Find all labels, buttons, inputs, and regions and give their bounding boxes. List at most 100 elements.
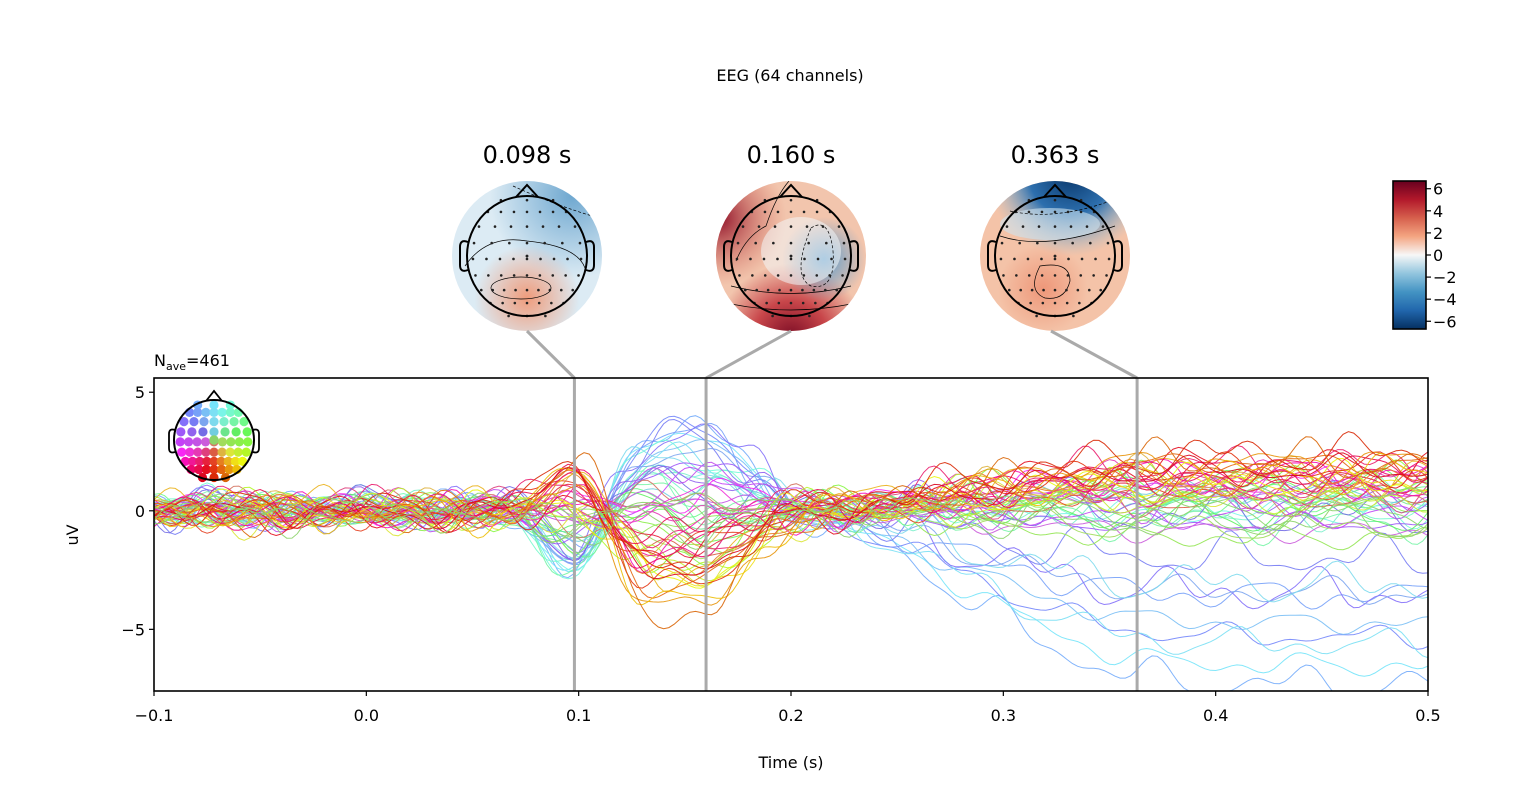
topomap-sensor <box>498 257 502 261</box>
topomap-sensor <box>550 301 553 305</box>
topomap-sensor <box>1040 210 1044 214</box>
nose-icon <box>515 183 539 198</box>
colorbar-tick-label: −6 <box>1433 312 1457 331</box>
topomap-sensor <box>1021 225 1025 228</box>
sensor-dot <box>192 437 202 447</box>
topomap-sensor <box>776 210 780 214</box>
topomap-sensor <box>544 314 547 318</box>
nose-icon <box>205 389 223 402</box>
topomap-sensor <box>548 288 552 292</box>
topomap-sensor <box>1036 241 1039 245</box>
topomap-sensor <box>777 301 781 305</box>
topomap-sensor <box>1053 210 1057 214</box>
topomap-sensor <box>1053 288 1057 292</box>
channel-trace <box>154 455 1428 545</box>
topomap-sensor <box>1037 225 1041 228</box>
head-outline <box>173 399 255 481</box>
left-ear-icon <box>459 240 469 272</box>
topomap-sensor <box>773 225 777 228</box>
topomap-sensor <box>803 257 806 261</box>
sensor-dot <box>202 456 212 466</box>
topomap-sensor <box>525 225 529 228</box>
topomap-sensor <box>1087 288 1091 292</box>
nave-value: =461 <box>186 351 230 370</box>
channel-trace <box>154 493 1428 537</box>
topomap-sensor <box>1099 288 1103 292</box>
topomap-sensor <box>762 257 766 261</box>
topomap-sensor <box>1040 274 1044 277</box>
topomap-sensor <box>789 225 793 228</box>
topomap-sensor <box>835 288 839 292</box>
sensor-dot <box>219 417 229 427</box>
topomap-sensor <box>1067 257 1070 261</box>
topomap-sensor <box>507 314 510 318</box>
topomap-sensor <box>1053 274 1057 277</box>
topomap: 0.363 s <box>980 141 1130 331</box>
contour-line <box>730 285 852 294</box>
sensor-dot <box>209 427 219 437</box>
right-ear-icon <box>1113 240 1123 272</box>
topomap-sensor <box>1072 314 1075 318</box>
channel-trace <box>154 451 1428 606</box>
sensor-dot <box>217 464 227 475</box>
contour-line <box>490 276 552 300</box>
topomap-sensor <box>566 257 569 261</box>
channel-trace <box>154 478 1428 539</box>
y-tick-label: −5 <box>121 620 145 639</box>
topomap-sensor <box>487 274 490 277</box>
sensor-dot <box>185 447 195 457</box>
sensor-dot <box>225 407 235 417</box>
topomap-sensor <box>502 288 506 292</box>
sensor-dot <box>241 447 251 457</box>
sensor-dot <box>180 456 190 466</box>
topomap-sensor <box>801 288 804 292</box>
topomap-sensor <box>789 241 793 245</box>
topomap-sensor <box>1066 210 1070 214</box>
topomap-sensor <box>525 301 529 305</box>
topomap-sensor <box>571 288 575 292</box>
topomap-sensor <box>1105 274 1108 277</box>
topomap-sensor <box>807 241 810 245</box>
topomap-sensor <box>741 225 745 228</box>
topomap-sensor <box>543 241 546 245</box>
sensor-dot <box>224 464 234 475</box>
topomap-sensor <box>1007 288 1011 292</box>
topomap-sensor <box>815 274 819 277</box>
x-tick-label: 0.4 <box>1203 706 1228 725</box>
colorbar-tick-label: −2 <box>1433 268 1457 287</box>
topomap-sensor <box>512 257 515 261</box>
topomap-sensor <box>805 225 809 228</box>
figure-suptitle: EEG (64 channels) <box>716 66 863 85</box>
x-tick-label: 0.3 <box>991 706 1016 725</box>
topomap-sensor <box>789 210 793 214</box>
topomap-sensor <box>1076 288 1080 292</box>
colorbar-gradient <box>1392 180 1427 330</box>
sensor-dot <box>229 417 239 427</box>
topomap-sensor <box>485 257 488 261</box>
left-ear-icon <box>987 240 997 272</box>
connector-line <box>705 329 792 380</box>
topomap-sensor <box>525 210 529 214</box>
topomap-sensor <box>815 210 819 214</box>
channel-trace <box>154 436 1428 630</box>
topomap-sensor <box>1000 241 1004 245</box>
topomap-sensor <box>736 241 740 245</box>
topomap-sensor <box>499 210 503 214</box>
topomap-sensor <box>1027 274 1031 277</box>
sensor-dot <box>187 427 197 437</box>
sensor-dot <box>220 427 230 437</box>
topomap-sensor <box>1053 225 1057 228</box>
sensor-dot <box>209 456 219 466</box>
contour-line <box>464 239 586 269</box>
topomap-sensor <box>743 288 747 292</box>
topomap-sensor <box>474 274 477 277</box>
sensor-dot <box>233 447 243 457</box>
topomap-time-label: 0.363 s <box>1011 141 1100 169</box>
topomap-sensor <box>509 225 513 228</box>
time-markers <box>572 378 1139 691</box>
topomap-sensor <box>525 241 529 245</box>
sensor-dot <box>242 427 252 437</box>
topomap-sensor <box>1027 210 1031 214</box>
topomap-sensor <box>552 257 556 261</box>
topomap-sensor <box>508 241 511 245</box>
